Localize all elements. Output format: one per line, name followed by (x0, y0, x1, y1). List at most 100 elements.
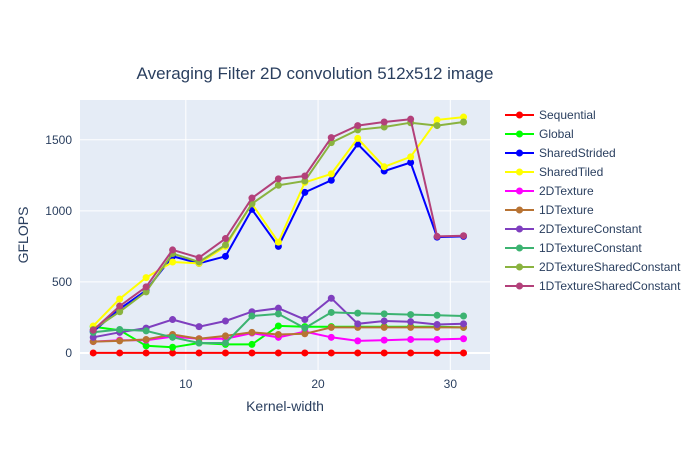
x-axis-title: Kernel-width (246, 398, 324, 414)
data-point (327, 170, 335, 178)
data-point (274, 238, 282, 246)
data-point (354, 309, 362, 317)
legend-item-sharedtiled[interactable]: SharedTiled (505, 165, 603, 179)
data-point (116, 349, 124, 357)
y-tick-label: 1000 (45, 204, 72, 218)
legend-label: Sequential (539, 108, 596, 122)
data-point (248, 349, 256, 357)
data-point (116, 337, 124, 345)
legend-label: 2DTexture (539, 184, 594, 198)
data-point (116, 295, 124, 303)
data-point (169, 333, 177, 341)
legend-marker (516, 206, 523, 214)
data-point (169, 316, 177, 324)
data-point (195, 323, 203, 331)
data-point (460, 335, 468, 343)
legend-marker (516, 168, 523, 176)
y-tick-label: 1500 (45, 133, 72, 147)
legend-item-global[interactable]: Global (505, 127, 574, 141)
data-point (274, 181, 282, 189)
data-point (460, 312, 468, 320)
data-point (274, 175, 282, 183)
data-point (407, 349, 415, 357)
data-point (327, 349, 335, 357)
legend-marker (516, 263, 523, 271)
data-point (380, 323, 388, 331)
data-point (142, 342, 150, 350)
data-point (380, 336, 388, 344)
data-point (301, 177, 309, 185)
data-point (433, 335, 441, 343)
data-point (407, 159, 415, 167)
data-point (433, 349, 441, 357)
data-point (274, 310, 282, 318)
legend-item-2dtexture[interactable]: 2DTexture (505, 184, 594, 198)
data-point (460, 320, 468, 328)
y-tick-label: 0 (65, 346, 72, 360)
legend-item-1dtexturesharedconstant[interactable]: 1DTextureSharedConstant (505, 279, 681, 293)
data-point (354, 134, 362, 142)
legend-item-2dtexturesharedconstant[interactable]: 2DTextureSharedConstant (505, 260, 681, 274)
data-point (248, 312, 256, 320)
data-point (116, 302, 124, 310)
data-point (301, 316, 309, 324)
data-point (301, 324, 309, 332)
data-point (142, 327, 150, 335)
series-1dtextureconstant (89, 308, 468, 347)
data-point (142, 274, 150, 282)
data-point (274, 330, 282, 338)
legend-marker (516, 225, 523, 233)
data-point (354, 349, 362, 357)
data-point (248, 194, 256, 202)
data-point (433, 232, 441, 240)
legend-item-1dtexture[interactable]: 1DTexture (505, 203, 594, 217)
legend-item-sharedstrided[interactable]: SharedStrided (505, 146, 616, 160)
data-point (221, 252, 229, 260)
data-point (274, 349, 282, 357)
data-point (221, 241, 229, 249)
data-point (274, 322, 282, 330)
y-tick-label: 500 (52, 275, 72, 289)
legend-label: 2DTextureConstant (539, 222, 642, 236)
data-point (221, 235, 229, 243)
data-point (327, 323, 335, 331)
legend-item-2dtextureconstant[interactable]: 2DTextureConstant (505, 222, 642, 236)
data-point (460, 118, 468, 126)
data-point (460, 349, 468, 357)
legend-label: 2DTextureSharedConstant (539, 260, 681, 274)
legend: Sequential Global SharedStrided SharedTiled… (505, 108, 681, 293)
data-point (407, 115, 415, 123)
data-point (407, 335, 415, 343)
legend-item-sequential[interactable]: Sequential (505, 108, 596, 122)
data-point (89, 326, 97, 334)
x-tick-label: 30 (444, 377, 458, 391)
data-point (327, 134, 335, 142)
data-point (169, 258, 177, 266)
data-point (248, 340, 256, 348)
data-point (89, 349, 97, 357)
data-point (433, 311, 441, 319)
data-point (380, 310, 388, 318)
data-point (274, 304, 282, 312)
data-point (327, 308, 335, 316)
legend-label: SharedStrided (539, 146, 616, 160)
data-point (380, 123, 388, 131)
data-point (195, 254, 203, 262)
data-point (301, 349, 309, 357)
data-point (221, 317, 229, 325)
data-point (142, 349, 150, 357)
legend-item-1dtextureconstant[interactable]: 1DTextureConstant (505, 241, 642, 255)
data-point (327, 333, 335, 341)
data-point (169, 343, 177, 351)
data-point (301, 330, 309, 338)
data-point (460, 113, 468, 121)
data-point (301, 188, 309, 196)
data-point (248, 328, 256, 336)
data-point (142, 283, 150, 291)
data-point (142, 335, 150, 343)
series-layer (89, 113, 468, 357)
data-point (380, 163, 388, 171)
data-point (142, 288, 150, 296)
series-sequential (89, 349, 468, 357)
